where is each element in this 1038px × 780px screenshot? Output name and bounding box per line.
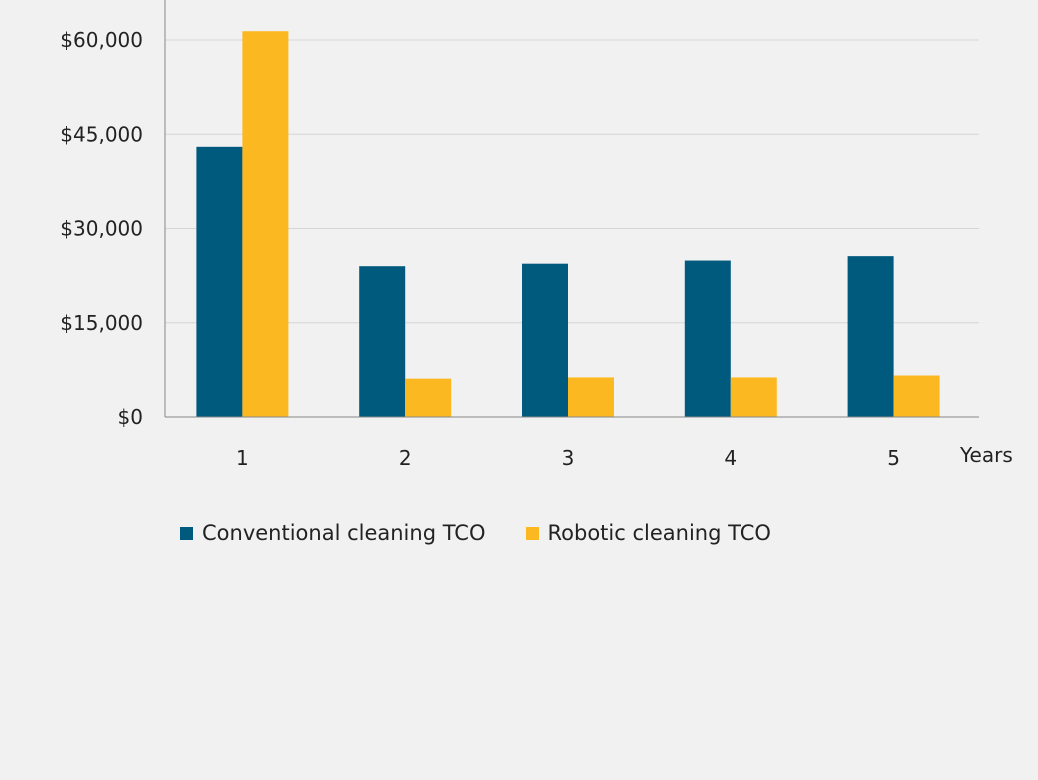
y-tick-label: $30,000 — [60, 217, 143, 241]
x-tick-label: 2 — [399, 446, 412, 470]
bar-robotic-year-2 — [405, 378, 452, 417]
bar-conventional-year-3 — [522, 263, 568, 417]
bar-conventional-year-4 — [684, 260, 731, 417]
y-tick-label: $15,000 — [60, 311, 143, 335]
x-tick-label: 1 — [236, 446, 249, 470]
gridlines — [165, 39, 979, 324]
bar-conventional-year-2 — [359, 266, 406, 417]
legend: Conventional cleaning TCO Robotic cleani… — [180, 521, 811, 545]
y-tick-label: $45,000 — [60, 122, 143, 146]
x-axis-title: Years — [959, 443, 1013, 467]
bars — [196, 31, 940, 418]
bar-conventional-year-5 — [847, 256, 894, 417]
y-tick-label: $60,000 — [60, 28, 143, 52]
bar-robotic-year-4 — [730, 377, 777, 417]
x-tick-label: 4 — [724, 446, 737, 470]
legend-label-robotic: Robotic cleaning TCO — [547, 521, 771, 545]
legend-item-conventional: Conventional cleaning TCO — [180, 521, 486, 545]
bar-robotic-year-1 — [242, 31, 289, 417]
bar-robotic-year-3 — [568, 377, 614, 417]
legend-item-robotic: Robotic cleaning TCO — [525, 521, 771, 545]
bar-robotic-year-5 — [893, 375, 940, 417]
x-tick-label: 5 — [887, 446, 900, 470]
y-tick-label: $0 — [118, 405, 143, 429]
legend-swatch-conventional — [180, 526, 193, 540]
axes: $0 $15,000 $30,000 $45,000 $60,000 1 2 3 4 5 — [60, 0, 979, 470]
x-tick-label: 3 — [562, 446, 575, 470]
legend-swatch-robotic — [525, 526, 539, 540]
bar-conventional-year-1 — [196, 146, 243, 418]
legend-label-conventional: Conventional cleaning TCO — [202, 521, 486, 545]
